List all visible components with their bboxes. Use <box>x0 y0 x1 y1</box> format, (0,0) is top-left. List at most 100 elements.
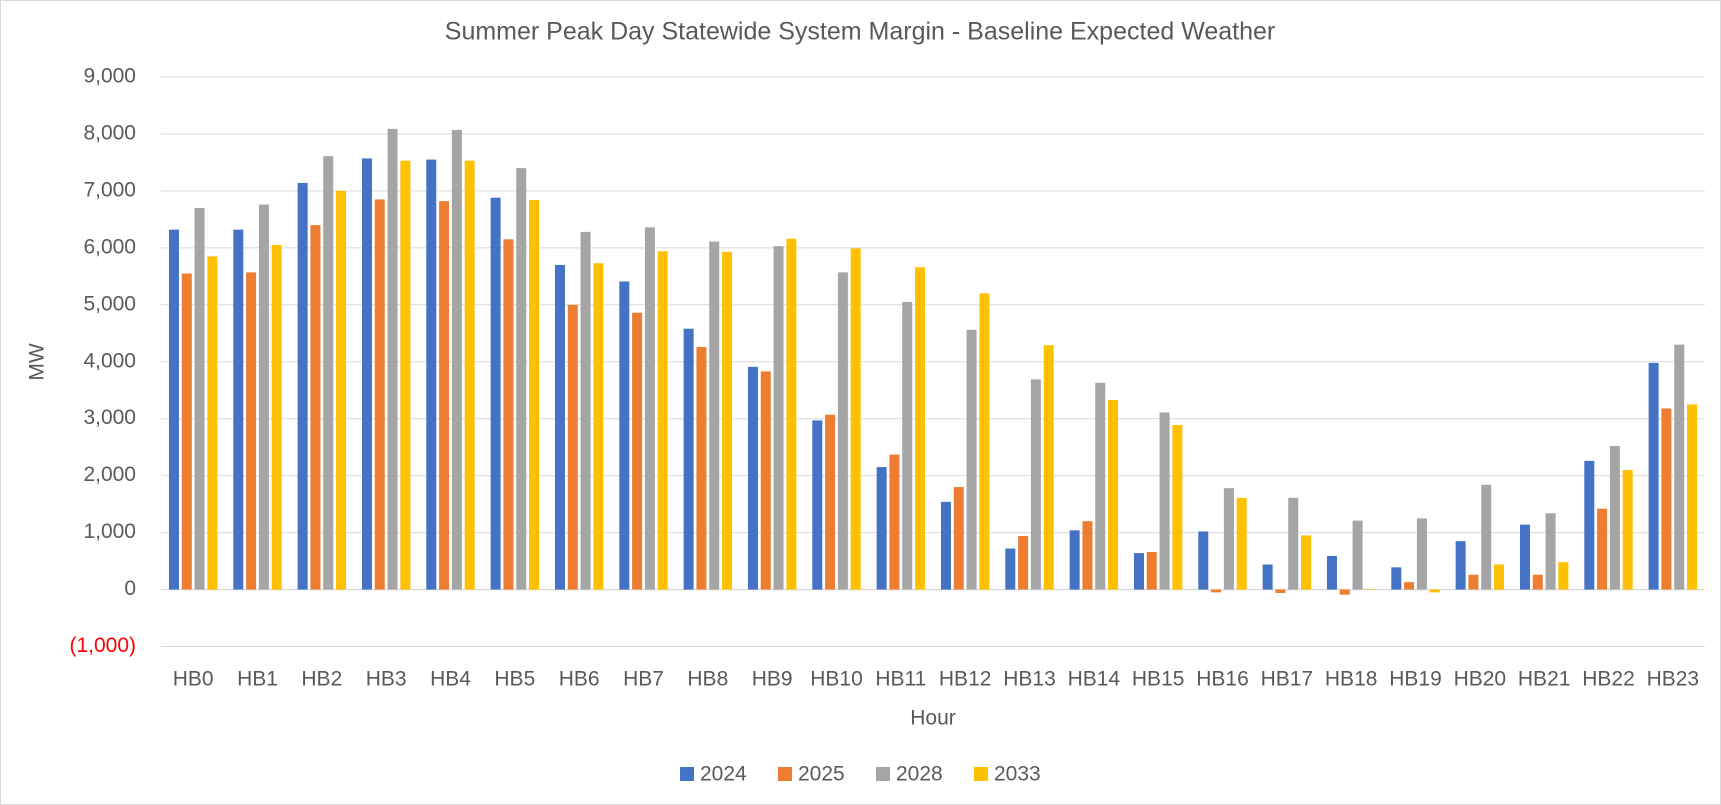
bar <box>1133 553 1144 590</box>
bar <box>837 272 848 590</box>
bar <box>1326 555 1337 590</box>
bar <box>619 281 630 590</box>
bar <box>953 487 964 590</box>
legend-swatch <box>876 767 890 781</box>
x-tick-label: HB19 <box>1389 668 1442 691</box>
bar <box>464 160 475 590</box>
bar <box>271 245 282 590</box>
bar <box>1043 345 1054 590</box>
bar <box>966 329 977 590</box>
bar <box>490 197 501 590</box>
bar <box>709 241 720 590</box>
bar <box>644 227 655 590</box>
bar <box>323 156 334 590</box>
bar <box>915 267 926 590</box>
y-tick-label: 0 <box>124 577 136 600</box>
bar <box>554 264 565 590</box>
bar <box>374 199 385 590</box>
y-tick-label: 5,000 <box>83 292 136 315</box>
x-tick-label: HB16 <box>1196 668 1249 691</box>
bar <box>1108 399 1119 590</box>
bar <box>1622 469 1633 590</box>
y-tick-label: 3,000 <box>83 406 136 429</box>
y-tick-label: 2,000 <box>83 463 136 486</box>
bar <box>1661 408 1672 590</box>
bar <box>1262 564 1273 590</box>
y-axis-label: MW <box>26 343 49 380</box>
bar <box>1275 589 1286 593</box>
bar <box>1609 446 1620 590</box>
legend-swatch <box>778 767 792 781</box>
bar <box>940 501 951 590</box>
bar <box>1481 484 1492 590</box>
y-tick-label: (1,000) <box>69 634 136 657</box>
bar <box>1455 541 1466 590</box>
bar <box>1352 520 1363 590</box>
legend-label: 2025 <box>798 763 845 786</box>
bar <box>1558 562 1569 590</box>
bar <box>850 248 861 590</box>
bar <box>336 190 347 590</box>
x-tick-label: HB12 <box>939 668 992 691</box>
legend-swatch <box>680 767 694 781</box>
bar <box>1404 582 1415 590</box>
bar <box>580 231 591 590</box>
bar <box>1416 518 1427 590</box>
bar <box>773 246 784 590</box>
bar <box>451 129 462 590</box>
bar <box>529 200 540 590</box>
x-tick-label: HB11 <box>875 668 926 691</box>
bar <box>1584 460 1595 590</box>
x-tick-label: HB14 <box>1068 668 1121 691</box>
bar <box>1339 589 1350 595</box>
bar <box>194 207 205 590</box>
bar <box>1365 588 1376 590</box>
y-tick-label: 4,000 <box>83 349 136 372</box>
bar <box>516 168 527 590</box>
bar <box>747 366 758 590</box>
bar <box>683 328 694 590</box>
bar <box>1687 404 1698 590</box>
x-tick-label: HB8 <box>687 668 728 691</box>
bar <box>902 301 913 590</box>
legend-label: 2033 <box>994 763 1041 786</box>
chart-title: Summer Peak Day Statewide System Margin … <box>445 18 1275 46</box>
y-tick-label: 7,000 <box>83 178 136 201</box>
bar <box>632 312 643 590</box>
bar <box>1468 574 1479 590</box>
x-tick-label: HB6 <box>559 668 600 691</box>
bar <box>1674 344 1685 590</box>
bar <box>825 414 836 590</box>
legend-label: 2024 <box>700 763 747 786</box>
x-tick-label: HB21 <box>1518 668 1571 691</box>
bar <box>1211 589 1222 593</box>
bar <box>1069 530 1080 590</box>
bar <box>1198 531 1209 590</box>
bar <box>889 454 900 590</box>
bar <box>1172 424 1183 590</box>
x-tick-label: HB10 <box>810 668 863 691</box>
bar <box>657 251 668 590</box>
bar <box>258 204 269 590</box>
x-axis-label: Hour <box>910 707 956 730</box>
bar <box>439 201 450 590</box>
x-tick-label: HB23 <box>1647 668 1700 691</box>
x-tick-label: HB0 <box>173 668 214 691</box>
bar <box>181 273 192 590</box>
bar <box>246 272 257 590</box>
bar <box>876 467 887 590</box>
x-tick-label: HB1 <box>237 668 278 691</box>
bar <box>1545 513 1556 590</box>
x-tick-label: HB3 <box>366 668 407 691</box>
y-tick-label: 8,000 <box>83 121 136 144</box>
bar <box>696 346 707 590</box>
bar <box>1519 524 1530 590</box>
bar <box>1648 362 1659 590</box>
bar <box>1288 497 1299 590</box>
y-tick-label: 6,000 <box>83 235 136 258</box>
bar <box>1146 551 1157 590</box>
bar <box>426 159 437 590</box>
x-tick-label: HB18 <box>1325 668 1378 691</box>
bar <box>1018 536 1029 590</box>
bar <box>593 263 604 590</box>
